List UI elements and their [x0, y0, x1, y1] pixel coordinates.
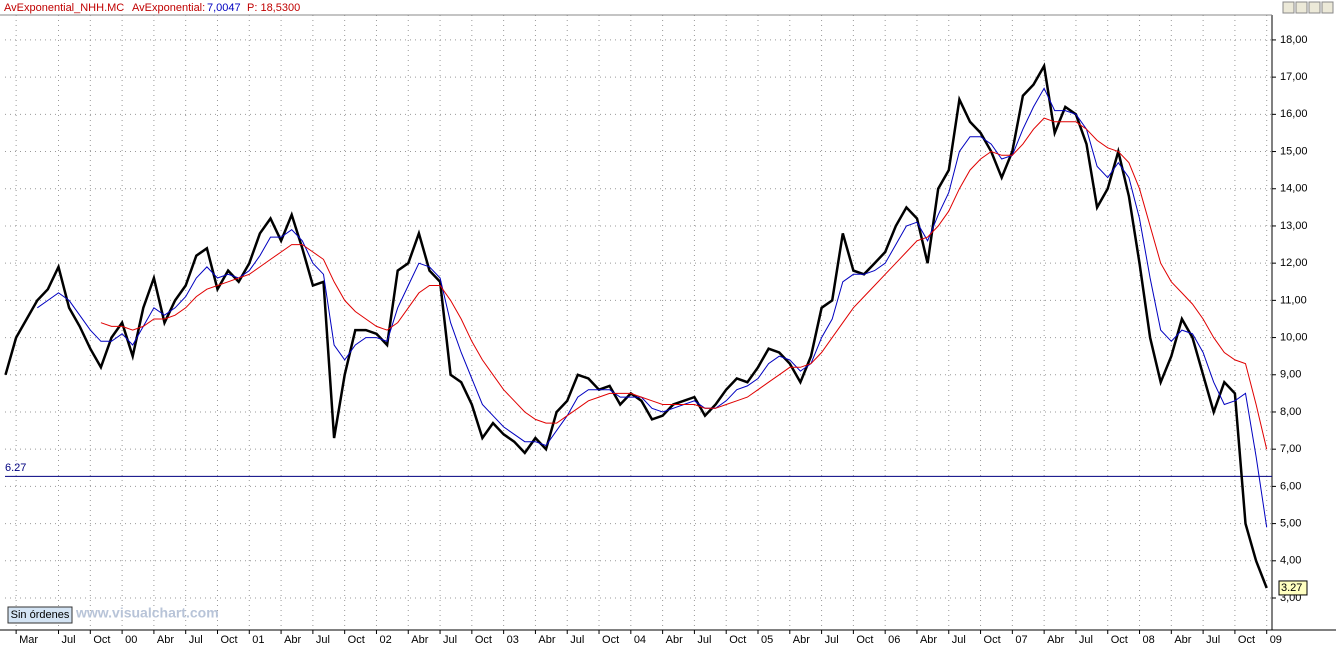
last-price-label: 3.27	[1281, 582, 1302, 594]
x-tick-label: 07	[1015, 634, 1027, 646]
y-tick-label: 14,00	[1280, 183, 1308, 195]
y-tick-label: 11,00	[1280, 294, 1307, 306]
x-tick-label: Oct	[729, 634, 746, 646]
x-tick-label: Abr	[157, 634, 174, 646]
x-tick-label: Oct	[220, 634, 237, 646]
x-tick-label: Jul	[443, 634, 457, 646]
x-tick-label: Abr	[1047, 634, 1064, 646]
x-tick-label: Jul	[952, 634, 966, 646]
header-title: AvExponential_NHH.MC	[4, 2, 124, 14]
x-tick-label: Jul	[316, 634, 330, 646]
x-tick-label: 05	[761, 634, 773, 646]
y-tick-label: 10,00	[1280, 331, 1308, 343]
x-tick-label: 00	[125, 634, 137, 646]
x-tick-label: 08	[1143, 634, 1155, 646]
y-tick-label: 6,00	[1280, 480, 1301, 492]
y-tick-label: 15,00	[1280, 145, 1308, 157]
x-tick-label: Jul	[1206, 634, 1220, 646]
x-tick-label: Abr	[1174, 634, 1191, 646]
y-tick-label: 8,00	[1280, 406, 1301, 418]
x-tick-label: Abr	[284, 634, 301, 646]
y-tick-label: 9,00	[1280, 369, 1301, 381]
x-tick-label: 06	[888, 634, 900, 646]
btn-max[interactable]	[1308, 1, 1321, 14]
orders-button-label[interactable]: Sin órdenes	[11, 609, 70, 621]
y-tick-label: 13,00	[1280, 220, 1308, 232]
btn-min[interactable]	[1282, 1, 1295, 14]
x-tick-label: 04	[634, 634, 646, 646]
x-tick-label: Oct	[93, 634, 110, 646]
x-tick-label: 02	[379, 634, 391, 646]
x-tick-label: Abr	[411, 634, 428, 646]
x-tick-label: 01	[252, 634, 264, 646]
orders-button[interactable]	[7, 606, 73, 624]
x-tick-label: Jul	[62, 634, 76, 646]
window-buttons	[1282, 1, 1334, 14]
x-tick-label: Abr	[793, 634, 810, 646]
x-tick-label: Abr	[666, 634, 683, 646]
x-tick-label: Abr	[538, 634, 555, 646]
btn-restore[interactable]	[1295, 1, 1308, 14]
x-tick-label: Jul	[189, 634, 203, 646]
x-tick-label: Abr	[920, 634, 937, 646]
y-tick-label: 4,00	[1280, 555, 1301, 567]
y-tick-label: 12,00	[1280, 257, 1308, 269]
header-indicator-value: 7,0047	[207, 2, 241, 14]
x-tick-label: Jul	[825, 634, 839, 646]
series-line	[100, 117, 1268, 450]
x-tick-label: Oct	[1111, 634, 1128, 646]
series-line	[37, 87, 1268, 528]
watermark: www.visualchart.com	[75, 605, 219, 621]
y-tick-label: 7,00	[1280, 443, 1301, 455]
x-tick-label: 09	[1270, 634, 1282, 646]
y-tick-label: 18,00	[1280, 34, 1308, 46]
x-tick-label: Oct	[1238, 634, 1255, 646]
x-tick-label: Oct	[348, 634, 365, 646]
reference-label: 6.27	[5, 462, 26, 474]
x-tick-label: Jul	[1079, 634, 1093, 646]
y-tick-label: 16,00	[1280, 108, 1308, 120]
x-tick-label: Jul	[570, 634, 584, 646]
y-tick-label: 17,00	[1280, 71, 1308, 83]
x-tick-label: Oct	[856, 634, 873, 646]
x-tick-label: Oct	[602, 634, 619, 646]
y-tick-label: 5,00	[1280, 517, 1301, 529]
x-tick-label: 03	[507, 634, 519, 646]
btn-close[interactable]	[1321, 1, 1334, 14]
x-tick-label: Mar	[19, 634, 38, 646]
x-tick-label: Oct	[475, 634, 492, 646]
header-indicator: AvExponential:	[132, 2, 205, 14]
x-tick-label: Jul	[697, 634, 711, 646]
x-tick-label: Oct	[984, 634, 1001, 646]
last-price-box	[1278, 580, 1308, 596]
header-price: P: 18,5300	[247, 2, 300, 14]
